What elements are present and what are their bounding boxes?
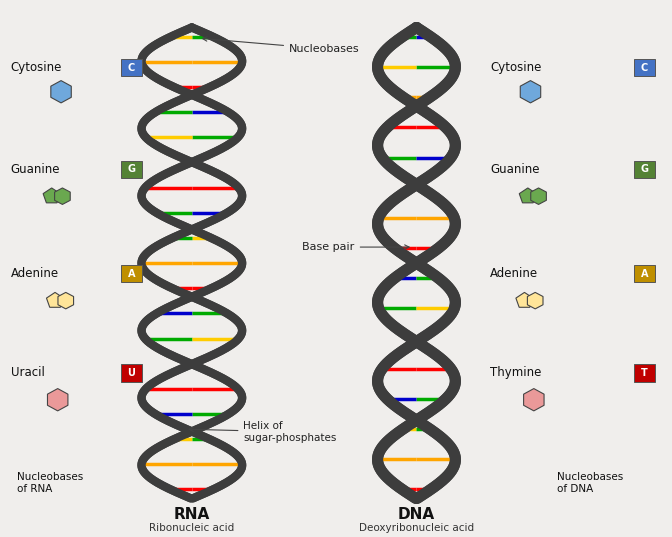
Polygon shape (48, 389, 68, 411)
FancyBboxPatch shape (121, 365, 142, 381)
FancyBboxPatch shape (634, 59, 655, 76)
Text: RNA: RNA (173, 507, 210, 523)
Text: Guanine: Guanine (11, 163, 60, 176)
Polygon shape (51, 81, 71, 103)
Text: Nucleobases
of DNA: Nucleobases of DNA (557, 472, 624, 494)
Text: Helix of
sugar-phosphates: Helix of sugar-phosphates (189, 421, 337, 442)
Text: Thymine: Thymine (491, 366, 542, 380)
Text: G: G (128, 164, 136, 175)
Text: Guanine: Guanine (491, 163, 540, 176)
Text: Adenine: Adenine (11, 267, 59, 280)
Polygon shape (531, 188, 546, 205)
Text: Base pair: Base pair (302, 242, 409, 252)
FancyBboxPatch shape (634, 265, 655, 282)
Text: Uracil: Uracil (11, 366, 44, 380)
Text: G: G (640, 164, 648, 175)
Text: C: C (641, 63, 648, 72)
Polygon shape (43, 188, 60, 203)
Text: Cytosine: Cytosine (491, 61, 542, 74)
Text: U: U (128, 368, 135, 378)
Polygon shape (54, 188, 70, 205)
Polygon shape (46, 293, 64, 307)
Text: A: A (640, 269, 648, 279)
FancyBboxPatch shape (121, 161, 142, 178)
Polygon shape (516, 293, 533, 307)
Polygon shape (519, 188, 536, 203)
Text: Ribonucleic acid: Ribonucleic acid (149, 523, 235, 533)
Text: A: A (128, 269, 135, 279)
Text: Adenine: Adenine (491, 267, 538, 280)
FancyBboxPatch shape (121, 59, 142, 76)
Polygon shape (58, 293, 73, 309)
Text: Deoxyribonucleic acid: Deoxyribonucleic acid (359, 523, 474, 533)
Text: Nucleobases
of RNA: Nucleobases of RNA (17, 472, 84, 494)
Text: T: T (641, 368, 648, 378)
FancyBboxPatch shape (634, 365, 655, 381)
Polygon shape (528, 293, 543, 309)
FancyBboxPatch shape (121, 265, 142, 282)
Polygon shape (523, 389, 544, 411)
FancyBboxPatch shape (634, 161, 655, 178)
Text: Cytosine: Cytosine (11, 61, 62, 74)
Text: DNA: DNA (398, 507, 435, 523)
Text: C: C (128, 63, 135, 72)
Text: Nucleobases: Nucleobases (202, 37, 360, 54)
Polygon shape (520, 81, 541, 103)
